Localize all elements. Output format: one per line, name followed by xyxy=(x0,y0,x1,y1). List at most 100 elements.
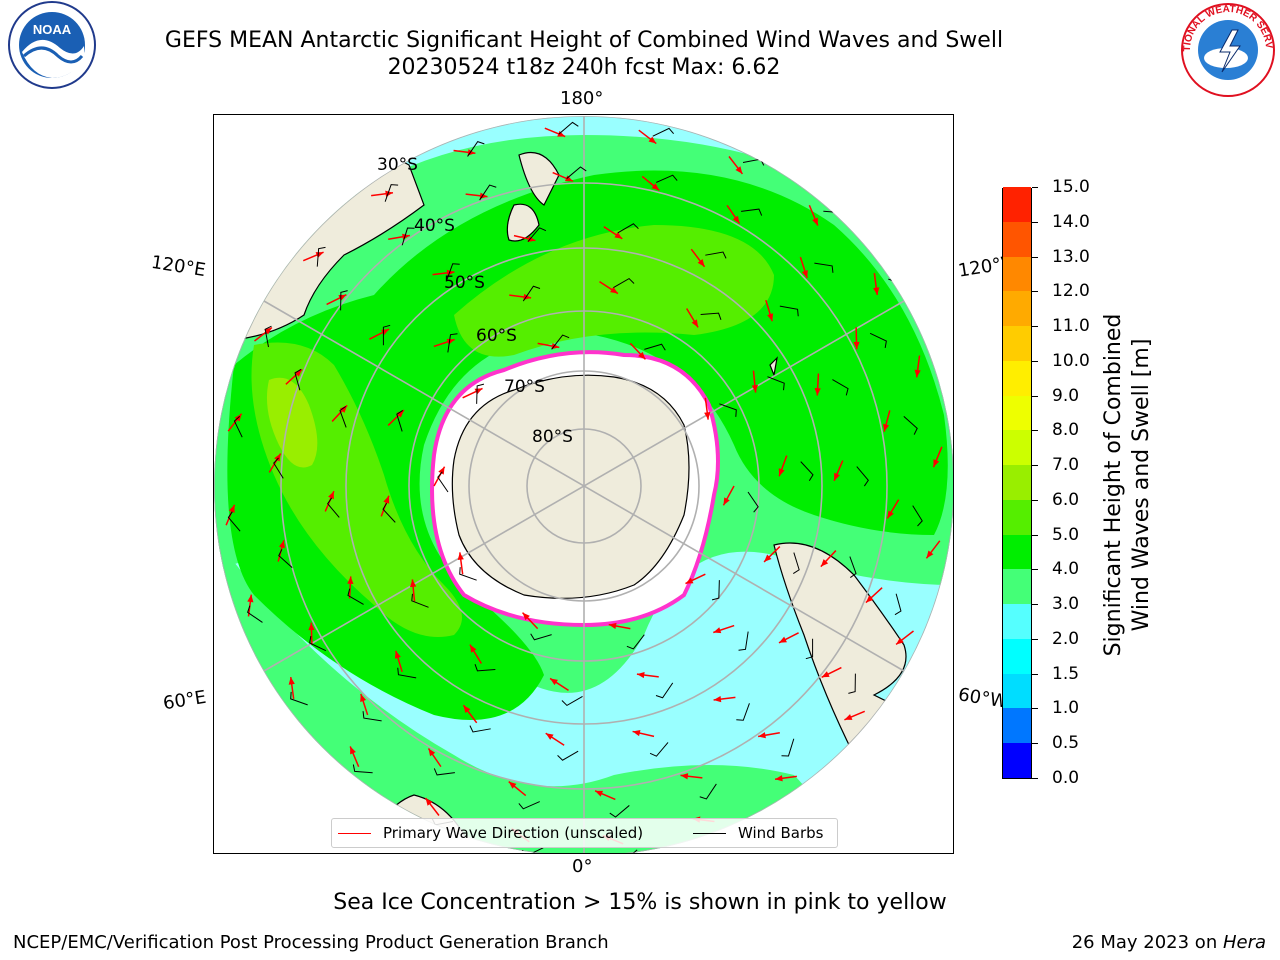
lat-label-70s: 70°S xyxy=(504,377,545,397)
graticule xyxy=(214,116,953,853)
wind-barb xyxy=(479,184,497,201)
wave-arrow-head xyxy=(508,781,517,789)
lat-label-40s: 40°S xyxy=(414,216,455,236)
wind-barb xyxy=(294,368,302,391)
colorbar-segment xyxy=(1003,603,1031,639)
wind-barb xyxy=(522,285,541,302)
footer-credit: NCEP/EMC/Verification Post Processing Pr… xyxy=(13,932,609,953)
colorbar-tick-label: 4.0 xyxy=(1032,559,1079,579)
wave-arrow-head xyxy=(801,270,808,278)
sea-ice-note: Sea Ice Concentration > 15% is shown in … xyxy=(333,890,947,915)
wind-barb xyxy=(551,334,570,350)
wind-barb xyxy=(397,667,417,679)
wave-arrow-head xyxy=(648,136,657,144)
wave-arrow-head xyxy=(758,732,766,739)
colorbar-segment xyxy=(1003,708,1031,744)
wind-barb xyxy=(474,664,496,672)
wave-arrow-head xyxy=(614,232,623,239)
wind-barb xyxy=(912,505,923,527)
wind-barb xyxy=(278,549,293,568)
wave-arrow-head xyxy=(834,472,840,481)
lon-label-60e: 60°E xyxy=(161,686,208,715)
lat-label-60s: 60°S xyxy=(476,326,517,346)
wave-arrow-head xyxy=(438,466,445,475)
wind-barb xyxy=(870,717,880,738)
wind-barb xyxy=(309,636,327,652)
legend-label-barbs: Wind Barbs xyxy=(738,824,824,842)
wind-barb xyxy=(869,332,887,348)
wind-barb xyxy=(527,227,547,242)
wind-barb xyxy=(446,263,460,281)
colorbar-tick-label: 0.0 xyxy=(1032,768,1079,788)
wind-barb xyxy=(699,783,717,800)
lon-label-120e: 120°E xyxy=(149,251,208,282)
wave-arrow-head xyxy=(610,286,618,294)
noaa-logo-icon: NOAA xyxy=(8,1,96,89)
wind-barb xyxy=(652,127,675,137)
lat-label-50s: 50°S xyxy=(444,273,485,293)
wave-arrow-head xyxy=(896,637,904,645)
wind-barb xyxy=(339,406,347,428)
wave-arrow-head xyxy=(812,217,818,226)
lon-label-0: 0° xyxy=(572,856,593,877)
wind-barb xyxy=(290,691,308,706)
wind-barb xyxy=(347,588,364,605)
wave-arrow-head xyxy=(651,183,660,191)
wave-arrow-head xyxy=(383,495,390,504)
black-line-icon xyxy=(693,832,726,834)
wave-arrow-head xyxy=(778,468,785,477)
wind-barb xyxy=(849,556,857,578)
wave-arrow-head xyxy=(564,175,573,182)
lat-label-30s: 30°S xyxy=(377,155,418,175)
new-zealand-south-land xyxy=(506,203,540,242)
colorbar-tick-label: 15.0 xyxy=(1032,177,1090,197)
wind-barb xyxy=(273,457,284,479)
wave-arrow-head xyxy=(767,313,774,322)
colorbar-tick-label: 1.5 xyxy=(1032,664,1079,684)
wave-arrow-head xyxy=(775,775,783,782)
madagascar-land xyxy=(214,764,298,836)
wave-arrow-head xyxy=(691,319,699,328)
wind-barb xyxy=(476,383,485,404)
colorbar-segment xyxy=(1003,464,1031,500)
wave-arrow-head xyxy=(883,423,890,432)
wind-barb xyxy=(609,805,630,818)
wave-arrow-head xyxy=(732,215,740,224)
wind-barb xyxy=(626,634,645,650)
wind-barb xyxy=(433,768,455,776)
wave-arrow-head xyxy=(814,388,821,396)
antarctica-land xyxy=(451,374,690,599)
wave-arrow-head xyxy=(294,369,303,377)
primary-wave-direction-arrows xyxy=(225,121,949,853)
wind-barb xyxy=(814,262,834,273)
colorbar-segment xyxy=(1003,360,1031,396)
wave-arrow-head xyxy=(713,627,722,634)
wind-barb xyxy=(447,333,458,353)
wave-arrow-head xyxy=(595,790,604,797)
wave-arrow-head xyxy=(410,579,417,588)
wind-barb xyxy=(800,461,814,482)
wind-barb xyxy=(340,290,348,311)
wind-barb xyxy=(903,416,918,435)
wind-barb xyxy=(655,682,674,699)
wave-arrow-head xyxy=(350,746,356,755)
colorbar-segment xyxy=(1003,221,1031,257)
colorbar-segment xyxy=(1003,673,1031,709)
wind-barb xyxy=(467,141,485,157)
wind-barb xyxy=(247,605,263,623)
colorbar-tick-label: 10.0 xyxy=(1032,351,1090,371)
colorbar-tick-label: 5.0 xyxy=(1032,525,1079,545)
colorbar-tick-label: 3.0 xyxy=(1032,594,1079,614)
colorbar-segment xyxy=(1003,534,1031,570)
wind-barb xyxy=(264,325,272,348)
lon-label-180: 180° xyxy=(560,88,604,109)
colorbar-tick-label: 8.0 xyxy=(1032,420,1079,440)
latitude-labels: 30°S 40°S 50°S 60°S 70°S 80°S xyxy=(377,155,573,447)
wind-barb xyxy=(469,725,491,733)
wind-barb xyxy=(617,223,639,234)
wave-arrow-head xyxy=(638,351,646,360)
wind-barb xyxy=(518,801,540,810)
wind-barb xyxy=(741,208,763,216)
wind-barb xyxy=(613,277,635,289)
colorbar xyxy=(1002,186,1032,779)
